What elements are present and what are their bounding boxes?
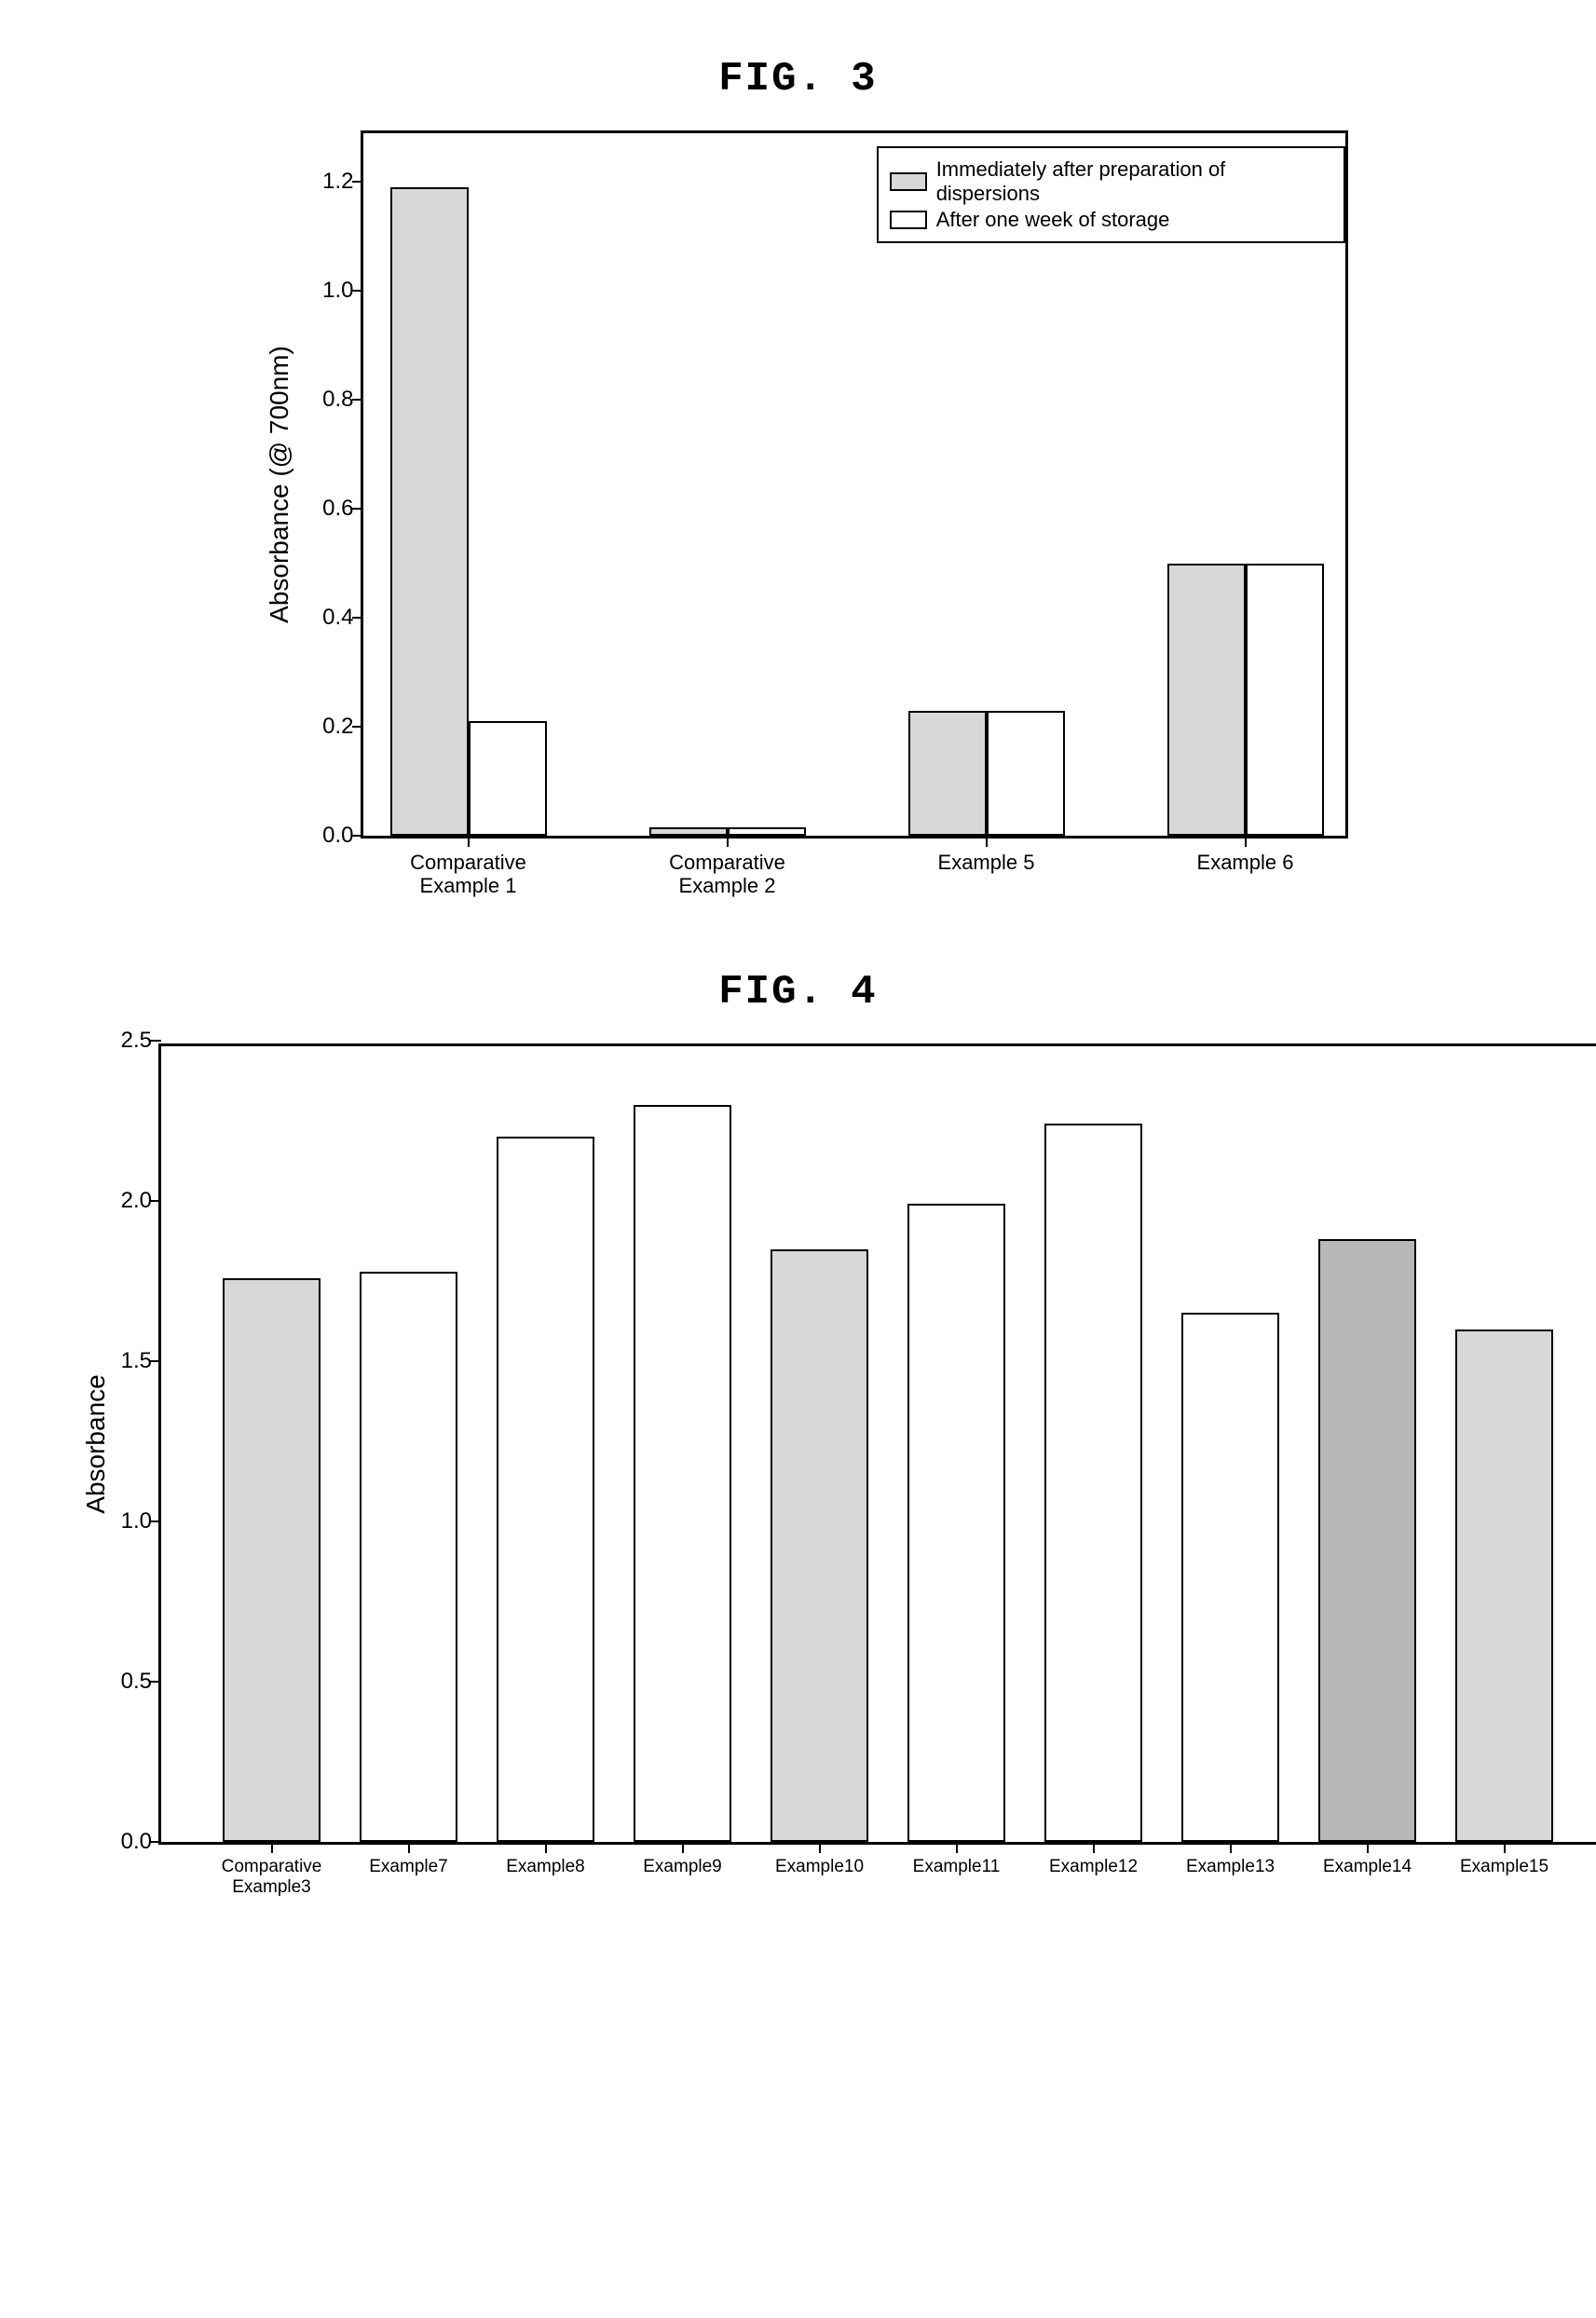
fig3-ytick-label: 1.0 [322, 278, 362, 304]
fig3-legend-swatch [890, 172, 927, 191]
fig3-legend-label: Immediately after preparation of dispers… [936, 157, 1332, 206]
fig3-legend-swatch [890, 211, 927, 229]
fig3-legend: Immediately after preparation of dispers… [877, 146, 1345, 243]
fig3-ytick-label: 0.6 [322, 496, 362, 522]
fig4-ytick-label: 0.5 [121, 1669, 161, 1695]
fig3-ytick-label: 0.0 [322, 823, 362, 849]
fig4-bar [1455, 1329, 1553, 1842]
fig3-xtick-label: Example 5 [938, 836, 1035, 874]
fig3-bar [649, 827, 728, 836]
fig4-bar [1181, 1313, 1279, 1842]
fig4-bar [771, 1249, 868, 1842]
fig4-chart: Absorbance 0.00.51.01.52.02.5Comparative… [37, 1043, 1596, 1845]
fig4-ytick-label: 2.0 [121, 1188, 161, 1214]
fig3-xtick-label: Comparative Example 2 [669, 836, 785, 898]
fig4-bar [1044, 1124, 1142, 1842]
fig3-ytick-label: 0.2 [322, 714, 362, 740]
fig3-xtick-label: Comparative Example 1 [410, 836, 526, 898]
fig4-bar [497, 1137, 594, 1842]
fig4-y-axis-title: Absorbance [81, 1374, 111, 1513]
fig3-bar [1246, 564, 1324, 836]
fig3-title: FIG. 3 [37, 56, 1559, 102]
fig3-legend-row: Immediately after preparation of dispers… [890, 157, 1332, 206]
fig3-legend-row: After one week of storage [890, 208, 1332, 232]
fig3-ytick-label: 0.4 [322, 605, 362, 631]
fig3-y-axis-title: Absorbance (@ 700nm) [265, 346, 294, 623]
fig4-xtick-label: Example13 [1186, 1842, 1275, 1877]
fig3-plot-area: Absorbance (@ 700nm) Immediately after p… [361, 130, 1348, 839]
fig4-ytick-label: 0.0 [121, 1829, 161, 1855]
fig3-bar [1167, 564, 1246, 836]
fig3-bar [469, 721, 547, 836]
fig3-legend-label: After one week of storage [936, 208, 1170, 232]
fig4-ytick-label: 1.0 [121, 1508, 161, 1534]
fig4-xtick-label: Example11 [913, 1842, 1001, 1877]
fig4-xtick-label: Example8 [506, 1842, 585, 1877]
fig4-xtick-label: Example9 [643, 1842, 722, 1877]
fig3-bar [987, 711, 1065, 836]
fig4-ytick-label: 2.5 [121, 1028, 161, 1054]
fig4-xtick-label: Example15 [1460, 1842, 1548, 1877]
fig4-xtick-label: Example14 [1323, 1842, 1412, 1877]
fig3-bar [390, 187, 469, 836]
fig3-xtick-label: Example 6 [1197, 836, 1294, 874]
fig3-ytick-label: 0.8 [322, 387, 362, 413]
fig4-xtick-label: Example12 [1049, 1842, 1138, 1877]
fig4-bar [907, 1204, 1005, 1842]
fig3-bar [728, 827, 806, 836]
fig4-plot-area: Absorbance 0.00.51.01.52.02.5Comparative… [158, 1043, 1596, 1845]
fig4-bar [360, 1272, 457, 1842]
fig4-xtick-label: Example10 [775, 1842, 864, 1877]
fig4-xtick-label: Comparative Example3 [222, 1842, 322, 1898]
fig3-chart: Absorbance (@ 700nm) Immediately after p… [211, 130, 1385, 839]
fig4-bar [1318, 1239, 1416, 1842]
fig4-xtick-label: Example7 [369, 1842, 448, 1877]
fig4-bar [634, 1105, 731, 1842]
fig3-ytick-label: 1.2 [322, 169, 362, 195]
fig4-title: FIG. 4 [37, 969, 1559, 1016]
fig3-bar [908, 711, 987, 836]
fig4-ytick-label: 1.5 [121, 1348, 161, 1374]
fig4-bar [223, 1278, 321, 1842]
